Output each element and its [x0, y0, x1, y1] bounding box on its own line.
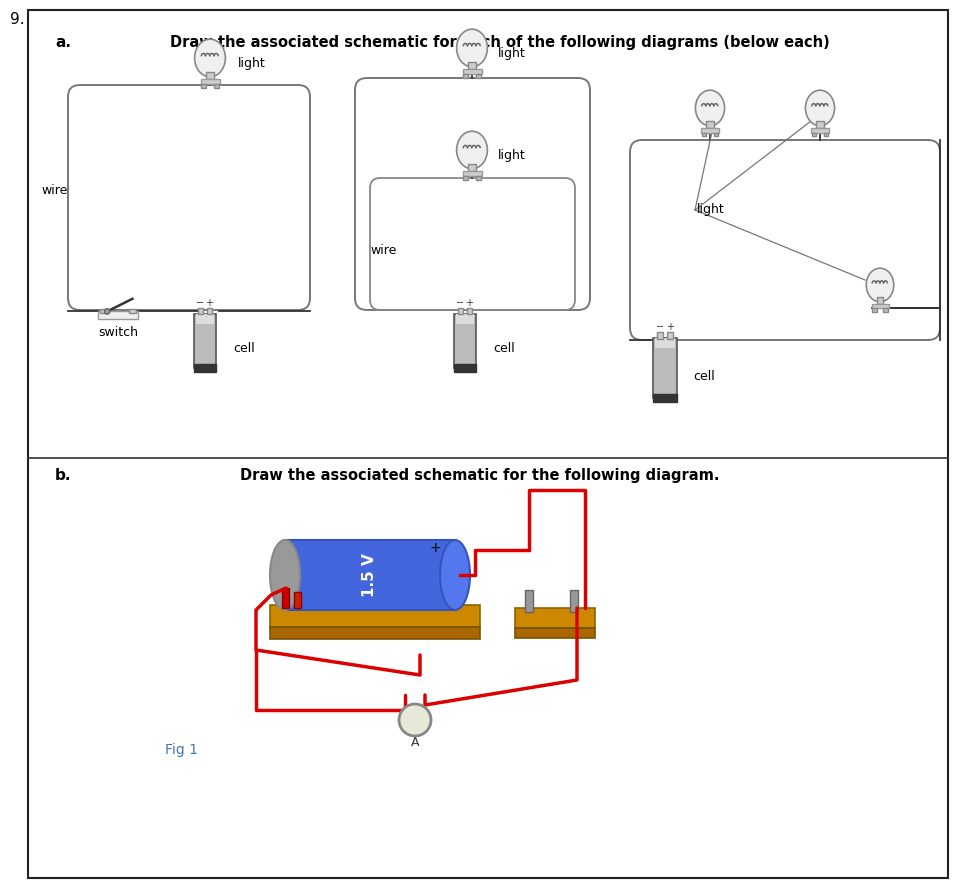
Bar	[463, 69, 482, 74]
Text: light: light	[697, 204, 725, 216]
Bar	[458, 308, 463, 314]
Text: 9.: 9.	[10, 12, 25, 27]
Text: Fig 1: Fig 1	[165, 743, 198, 757]
Ellipse shape	[866, 268, 894, 302]
Bar	[701, 128, 719, 133]
Bar	[129, 309, 136, 313]
Bar	[811, 128, 829, 133]
Bar	[456, 314, 474, 324]
Bar	[468, 164, 476, 171]
Text: light: light	[498, 149, 526, 161]
Bar	[468, 61, 476, 69]
Bar	[282, 588, 289, 608]
Text: cell: cell	[493, 342, 515, 354]
Bar	[294, 592, 301, 608]
Text: Draw the associated schematic for the following diagram.: Draw the associated schematic for the fo…	[240, 468, 720, 483]
Bar	[873, 308, 876, 312]
Text: A: A	[411, 714, 420, 726]
Bar	[872, 304, 889, 308]
Bar	[270, 605, 480, 627]
Bar	[570, 590, 578, 612]
Bar	[285, 540, 455, 610]
Bar	[655, 338, 675, 348]
Bar	[515, 608, 595, 628]
Bar	[515, 628, 595, 638]
Bar	[525, 590, 533, 612]
Bar	[198, 308, 204, 314]
Text: +: +	[466, 298, 473, 308]
Bar	[202, 84, 206, 88]
Bar	[702, 133, 707, 136]
Bar	[201, 79, 220, 84]
Bar	[653, 394, 677, 402]
Text: a.: a.	[55, 35, 71, 50]
Ellipse shape	[195, 39, 226, 77]
Text: A: A	[411, 735, 420, 748]
Bar	[206, 72, 214, 79]
Bar	[194, 364, 216, 372]
Text: −: −	[197, 298, 204, 308]
Text: b.: b.	[55, 468, 71, 483]
Ellipse shape	[457, 29, 488, 67]
Bar	[657, 332, 663, 339]
Text: +: +	[666, 322, 674, 332]
Bar	[476, 176, 481, 180]
Bar	[463, 171, 482, 176]
Bar	[883, 308, 888, 312]
Text: wire: wire	[370, 244, 396, 256]
Bar	[464, 176, 468, 180]
Bar	[270, 627, 480, 639]
Bar	[876, 297, 883, 304]
Text: light: light	[238, 56, 266, 69]
Bar	[467, 308, 472, 314]
Bar	[194, 314, 216, 368]
Ellipse shape	[695, 90, 725, 125]
Text: +: +	[429, 541, 441, 555]
Bar	[196, 314, 214, 324]
Bar	[454, 364, 476, 372]
Circle shape	[399, 704, 431, 736]
Bar	[824, 133, 828, 136]
Circle shape	[105, 309, 109, 314]
Bar	[707, 121, 713, 128]
Ellipse shape	[805, 90, 834, 125]
Bar	[98, 312, 138, 319]
Text: 1.5 V: 1.5 V	[363, 553, 377, 597]
Bar	[464, 74, 468, 77]
Text: −: −	[456, 298, 465, 308]
Bar	[454, 314, 476, 368]
Text: light: light	[498, 46, 526, 60]
Text: +: +	[205, 298, 213, 308]
Text: Draw the associated schematic for each of the following diagrams (below each): Draw the associated schematic for each o…	[170, 35, 829, 50]
Bar	[653, 338, 677, 398]
Ellipse shape	[270, 540, 300, 610]
Ellipse shape	[440, 540, 470, 610]
Bar	[100, 309, 108, 313]
Text: wire: wire	[41, 183, 68, 197]
Bar	[206, 308, 212, 314]
Ellipse shape	[457, 131, 488, 169]
Text: cell: cell	[233, 342, 254, 354]
Text: cell: cell	[693, 370, 715, 384]
Bar	[214, 84, 219, 88]
Bar	[713, 133, 718, 136]
Text: switch: switch	[98, 327, 138, 339]
Text: −: −	[656, 322, 664, 332]
Bar	[476, 74, 481, 77]
Bar	[812, 133, 816, 136]
Bar	[667, 332, 673, 339]
Bar	[816, 121, 824, 128]
